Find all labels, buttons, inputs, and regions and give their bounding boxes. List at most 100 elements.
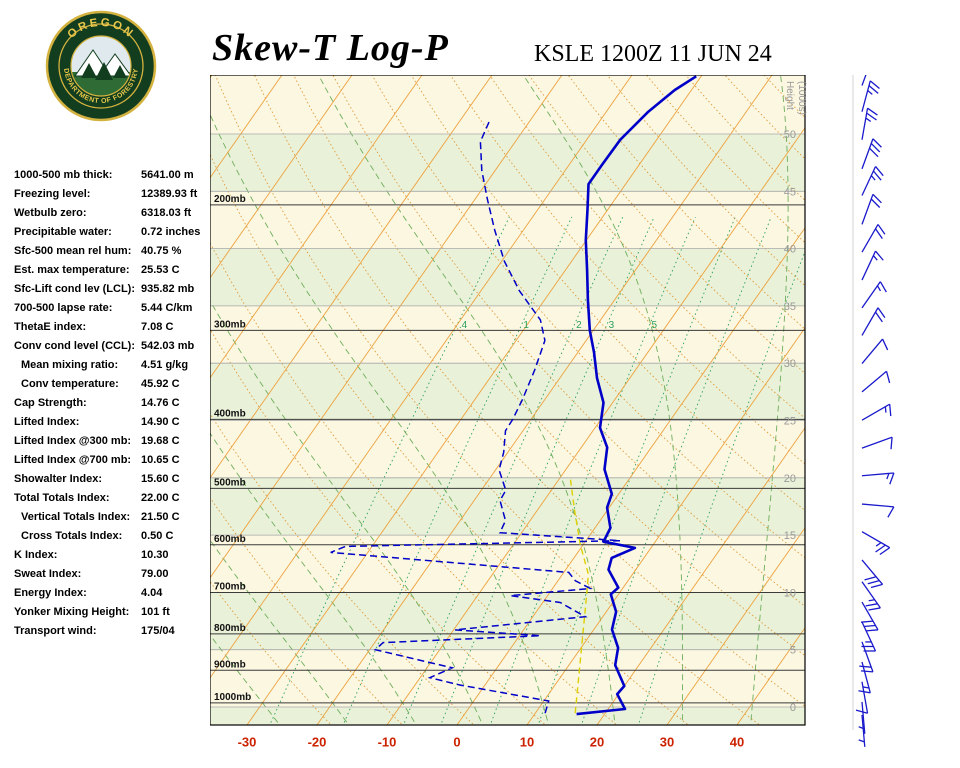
index-row: Conv cond level (CCL): 542.03 mb	[14, 337, 214, 356]
index-value: 25.53 C	[141, 264, 180, 276]
parcel-trace	[569, 478, 590, 714]
index-row: 1000-500 mb thick: 5641.00 m	[14, 166, 214, 185]
index-label: Cross Totals Index:	[21, 530, 123, 542]
index-row: ThetaE index: 7.08 C	[14, 318, 214, 337]
skewt-chart: 200mb 300mb 400mb 500mb 600mb 700mb 800mb 900mb…	[210, 75, 895, 750]
index-value: 22.00 C	[141, 492, 180, 504]
wind-barb	[861, 166, 884, 196]
height-tick-label: 45	[784, 186, 796, 198]
index-value: 0.50 C	[141, 530, 174, 542]
index-value: 10.65 C	[141, 454, 180, 466]
height-tick-label: 30	[784, 358, 796, 370]
mixing-ratio-lines	[269, 216, 805, 725]
wind-barb	[861, 138, 882, 170]
index-row: Vertical Totals Index: 21.50 C	[14, 508, 214, 527]
pressure-tick-label: 900mb	[214, 659, 246, 670]
index-row: Sweat Index: 79.00	[14, 565, 214, 584]
height-tick-label: 20	[784, 473, 796, 485]
index-value: 45.92 C	[141, 378, 180, 390]
pressure-tick-label: 300mb	[214, 319, 246, 330]
index-value: 7.08 C	[141, 321, 174, 333]
index-label: Freezing level:	[14, 188, 91, 200]
index-label: Est. max temperature:	[14, 264, 130, 276]
index-value: 4.51 g/kg	[141, 359, 189, 371]
temp-tick-label: -10	[378, 735, 397, 750]
logo-tree-icon	[113, 65, 127, 78]
index-row: Cap Strength: 14.76 C	[14, 394, 214, 413]
pressure-tick-label: 700mb	[214, 582, 246, 593]
isotherms	[210, 75, 805, 725]
index-value: 14.90 C	[141, 416, 180, 428]
height-tick-label: 25	[784, 416, 796, 428]
page-title: Skew-T Log-P	[212, 27, 449, 69]
temp-tick-label: 30	[660, 735, 674, 750]
height-tick-label: 40	[784, 244, 796, 256]
index-label: K Index:	[14, 549, 58, 561]
height-tick-label: 15	[784, 530, 796, 542]
wind-barb	[859, 641, 874, 673]
index-row: Conv temperature: 45.92 C	[14, 375, 214, 394]
height-tick-label: 35	[784, 301, 796, 313]
index-row: Total Totals Index: 22.00 C	[14, 489, 214, 508]
index-label: Cap Strength:	[14, 397, 87, 409]
wind-barb	[861, 307, 886, 336]
moist-adiabats	[210, 75, 789, 725]
mixing-ratio-label: 2	[576, 320, 582, 331]
index-row: Sfc-500 mean rel hum: 40.75 %	[14, 242, 214, 261]
index-label: Sfc-Lift cond lev (LCL):	[14, 283, 135, 295]
wind-barb	[861, 503, 895, 518]
mixing-ratio-label: 3	[609, 320, 615, 331]
wind-barb	[861, 224, 886, 253]
index-label: Lifted Index @700 mb:	[14, 454, 132, 466]
index-value: 935.82 mb	[141, 283, 195, 295]
index-value: 21.50 C	[141, 511, 180, 523]
plot-border	[210, 75, 806, 726]
mixing-ratio-label: 5	[652, 320, 658, 331]
temp-tick-label: -30	[238, 735, 257, 750]
index-row: Wetbulb zero: 6318.03 ft	[14, 204, 214, 223]
index-label: Precipitable water:	[14, 226, 112, 238]
pressure-tick-label: 200mb	[214, 194, 246, 205]
index-label: Conv temperature:	[21, 378, 119, 390]
index-value: 79.00	[141, 568, 169, 580]
index-value: 5.44 C/km	[141, 302, 193, 314]
dewpoint-trace	[330, 119, 621, 714]
height-tick-label: 5	[790, 645, 796, 657]
temp-tick-label: 40	[730, 735, 744, 750]
index-label: Total Totals Index:	[14, 492, 110, 504]
index-label: Sfc-500 mean rel hum:	[14, 245, 132, 257]
index-row: K Index: 10.30	[14, 546, 214, 565]
index-label: Lifted Index:	[14, 416, 80, 428]
wind-barb	[861, 250, 884, 281]
index-value: 542.03 mb	[141, 340, 195, 352]
wind-barb	[861, 403, 892, 421]
index-row: Sfc-Lift cond lev (LCL): 935.82 mb	[14, 280, 214, 299]
index-value: 19.68 C	[141, 435, 180, 447]
temperature-trace	[576, 75, 697, 716]
wind-barb	[855, 681, 869, 714]
temp-tick-label: -20	[308, 735, 327, 750]
pressure-tick-label: 1000mb	[214, 692, 251, 703]
index-label: 700-500 lapse rate:	[14, 302, 113, 314]
odf-logo: OREGON DEPARTMENT OF FORESTRY	[45, 10, 157, 122]
index-label: Wetbulb zero:	[14, 207, 87, 219]
altitude-bands	[210, 75, 805, 725]
height-tick-label: 0	[790, 702, 796, 714]
wind-barb	[861, 75, 867, 86]
index-value: 10.30	[141, 549, 169, 561]
index-row: 700-500 lapse rate: 5.44 C/km	[14, 299, 214, 318]
index-value: 101 ft	[141, 606, 170, 618]
wind-barb	[861, 281, 887, 309]
index-label: Yonker Mixing Height:	[14, 606, 130, 618]
index-value: 5641.00 m	[141, 169, 194, 181]
wind-barb	[861, 80, 880, 112]
wind-barb	[861, 338, 889, 364]
temp-axis-labels: -30 -20 -10 0 10 20 30 40	[238, 735, 745, 750]
index-row: Showalter Index: 15.60 C	[14, 470, 214, 489]
wind-barb	[861, 581, 881, 611]
index-value: 6318.03 ft	[141, 207, 192, 219]
sounding-profiles	[330, 75, 697, 716]
logo-inner-ring	[58, 23, 144, 109]
index-row: Yonker Mixing Height: 101 ft	[14, 603, 214, 622]
